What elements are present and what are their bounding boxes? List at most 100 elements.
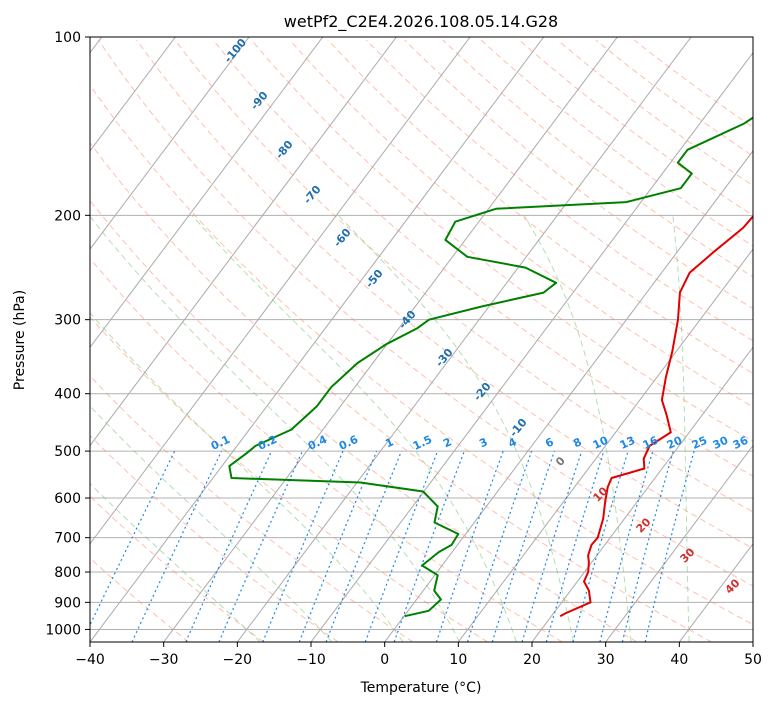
dewpoint-line <box>228 116 753 618</box>
mixing-ratio-line <box>572 450 629 642</box>
mixing-ratio-line <box>521 450 583 642</box>
mixing-ratio-line <box>364 450 439 642</box>
mixing-ratio-line <box>131 450 223 642</box>
mixing-ratio-label: 1.5 <box>411 433 434 453</box>
dry-adiabat-label: -30 <box>433 346 456 370</box>
dry-adiabat-line <box>442 39 753 278</box>
moist-adiabat-label: 0 <box>553 454 568 469</box>
mixing-ratio-label: 25 <box>690 434 709 452</box>
isotherm-line <box>90 37 176 152</box>
mixing-ratio-line <box>325 450 403 642</box>
y-tick-label: 100 <box>54 30 81 46</box>
mixing-ratio-line <box>491 450 555 642</box>
x-tick-label: 40 <box>670 652 688 668</box>
x-tick-label: −10 <box>296 652 326 668</box>
moist-adiabat-line <box>337 214 575 642</box>
mixing-ratio-line <box>644 450 695 642</box>
mixing-ratio-line <box>90 450 176 627</box>
x-tick-label: 50 <box>744 652 762 668</box>
mixing-ratio-label: 0.4 <box>306 433 329 453</box>
plot-frame <box>89 36 754 643</box>
isotherm-line <box>163 37 618 642</box>
mixing-ratio-line <box>545 450 605 642</box>
mixing-ratio-line <box>218 450 303 642</box>
mixing-ratio-label: 1 <box>383 435 395 450</box>
mixing-ratio-label: 36 <box>731 434 751 452</box>
mixing-ratio-label: 2 <box>441 435 453 450</box>
x-tick-label: −20 <box>223 652 253 668</box>
mixing-ratio-line <box>298 450 378 642</box>
y-tick-label: 900 <box>54 595 81 611</box>
isotherm-line <box>384 150 753 642</box>
dry-adiabat-line <box>633 39 753 128</box>
isotherm-line <box>90 37 471 545</box>
mixing-ratio-label: 8 <box>571 435 583 450</box>
isotherm-line <box>90 37 324 349</box>
dry-adiabat-line <box>174 39 753 513</box>
dry-adiabat-line <box>90 495 264 642</box>
x-tick-label: 30 <box>597 652 615 668</box>
mixing-ratio-label: 30 <box>711 434 731 452</box>
x-tick-label: 20 <box>523 652 541 668</box>
dry-adiabat-line <box>365 39 753 342</box>
mixing-ratio-line <box>262 450 344 642</box>
mixing-ratio-line <box>435 450 504 642</box>
isotherm-line <box>90 37 250 250</box>
y-tick-label: 400 <box>54 387 81 403</box>
dry-adiabat-line <box>90 434 339 642</box>
dry-adiabat-line <box>90 257 563 642</box>
x-tick-label: −40 <box>75 652 105 668</box>
mixing-ratio-label: 10 <box>591 434 611 452</box>
dry-adiabat-label: -60 <box>331 226 354 250</box>
dry-adiabat-line <box>90 141 712 642</box>
y-tick-label: 1000 <box>45 622 81 638</box>
moist-adiabat-line <box>191 214 517 642</box>
dry-adiabat-label: -90 <box>248 89 271 113</box>
mixing-ratio-label: 3 <box>477 435 489 450</box>
y-tick-label: 800 <box>54 565 81 581</box>
x-axis-label: Temperature (°C) <box>360 680 482 696</box>
mixing-ratio-line <box>621 450 674 642</box>
dry-adiabat-line <box>90 84 753 626</box>
x-tick-label: −30 <box>149 652 179 668</box>
mixing-ratio-line <box>393 450 465 642</box>
dry-adiabat-line <box>212 39 753 477</box>
mixing-ratio-label: 0.1 <box>209 433 232 453</box>
mixing-ratio-line <box>599 450 654 642</box>
x-tick-label: 0 <box>380 652 389 668</box>
temperature-line <box>559 214 753 618</box>
dry-adiabat-line <box>90 375 414 642</box>
isotherm-line <box>236 37 692 642</box>
dry-adiabat-line <box>136 39 753 550</box>
isotherm-line <box>90 37 545 642</box>
mixing-ratio-line <box>466 450 533 642</box>
x-tick-label: 10 <box>449 652 467 668</box>
y-axis-label: Pressure (hPa) <box>12 290 28 390</box>
moist-adiabat-line <box>90 482 261 642</box>
y-tick-label: 500 <box>54 444 81 460</box>
y-tick-label: 600 <box>54 491 81 507</box>
mixing-ratio-label: 13 <box>618 434 637 452</box>
dry-adiabat-line <box>98 39 753 587</box>
moist-adiabat-label: 30 <box>678 545 698 565</box>
isotherm-line <box>752 641 753 642</box>
isotherm-line <box>310 51 753 642</box>
dry-adiabat-line <box>90 316 488 642</box>
dry-adiabat-line <box>327 39 753 375</box>
dry-adiabat-line <box>251 39 753 442</box>
isotherm-line <box>605 444 753 642</box>
moist-adiabat-line <box>523 215 632 642</box>
isotherm-line <box>90 37 397 447</box>
isotherm-line <box>531 346 753 642</box>
dry-adiabat-line <box>404 39 753 310</box>
data-series <box>228 116 753 618</box>
y-tick-label: 700 <box>54 531 81 547</box>
plot-grid <box>90 37 753 642</box>
moist-adiabat-label: 40 <box>723 576 743 596</box>
moist-adiabat-label: 20 <box>634 515 654 535</box>
dry-adiabat-label: -100 <box>221 36 249 66</box>
dry-adiabat-line <box>289 39 753 408</box>
isotherm-line <box>457 248 753 642</box>
mixing-ratio-label: 20 <box>665 434 685 452</box>
